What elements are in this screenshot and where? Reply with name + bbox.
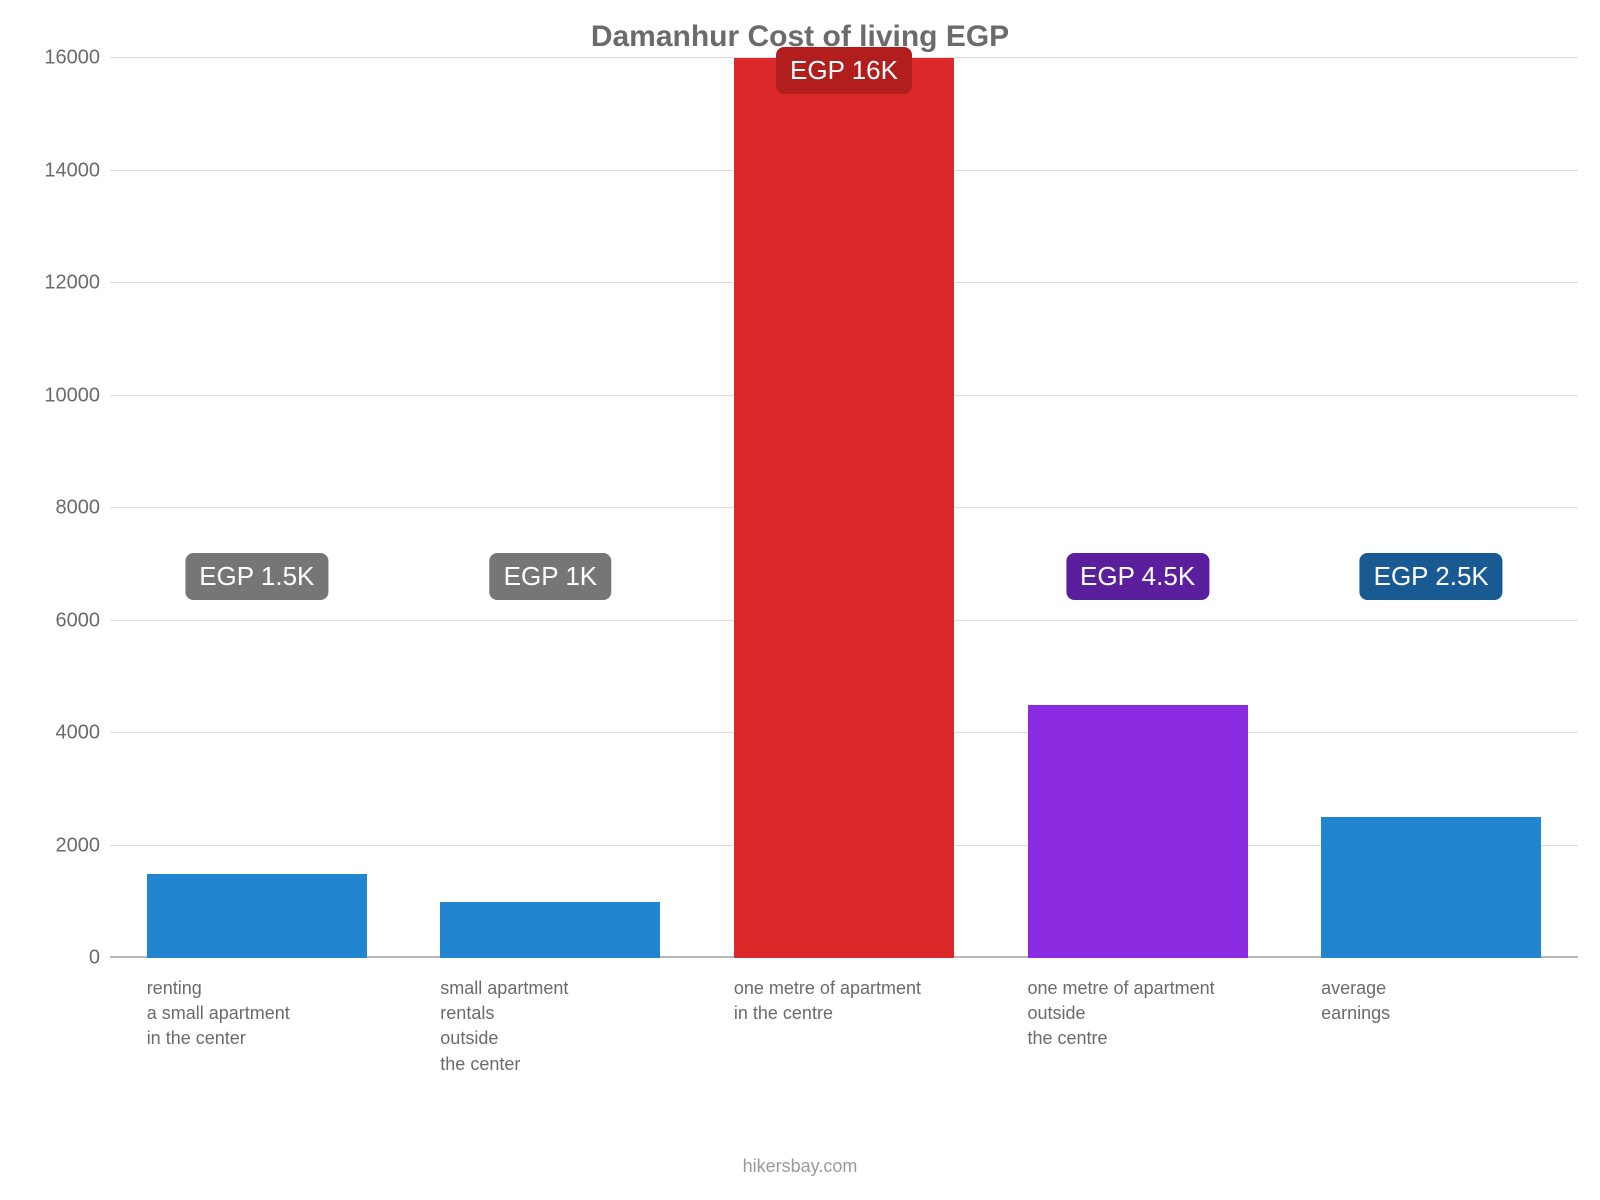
attribution-text: hikersbay.com bbox=[0, 1156, 1600, 1177]
plot-area: 0200040006000800010000120001400016000EGP… bbox=[110, 58, 1578, 958]
x-axis-tick-label: one metre of apartment outside the centr… bbox=[1028, 958, 1288, 1052]
bar-value-badge: EGP 1.5K bbox=[185, 553, 328, 600]
chart-bar bbox=[440, 902, 660, 958]
x-axis-tick-label: small apartment rentals outside the cent… bbox=[440, 958, 700, 1077]
chart-stage: Damanhur Cost of living EGP 020004000600… bbox=[0, 0, 1600, 1200]
bar-value-badge: EGP 16K bbox=[776, 47, 912, 94]
x-axis-tick-label: one metre of apartment in the centre bbox=[734, 958, 994, 1026]
y-axis-tick-label: 16000 bbox=[44, 47, 110, 70]
y-axis-tick-label: 6000 bbox=[56, 609, 111, 632]
y-axis-tick-label: 8000 bbox=[56, 497, 111, 520]
bar-value-badge: EGP 2.5K bbox=[1360, 553, 1503, 600]
y-axis-tick-label: 10000 bbox=[44, 384, 110, 407]
chart-bar bbox=[1028, 705, 1248, 958]
bar-value-badge: EGP 1K bbox=[490, 553, 611, 600]
y-axis-tick-label: 0 bbox=[89, 947, 110, 970]
y-axis-tick-label: 14000 bbox=[44, 159, 110, 182]
bar-value-badge: EGP 4.5K bbox=[1066, 553, 1209, 600]
chart-bar bbox=[147, 874, 367, 958]
y-axis-tick-label: 4000 bbox=[56, 722, 111, 745]
x-axis-tick-label: renting a small apartment in the center bbox=[147, 958, 407, 1052]
chart-bar bbox=[734, 58, 954, 958]
x-axis-tick-label: average earnings bbox=[1321, 958, 1581, 1026]
y-axis-tick-label: 2000 bbox=[56, 834, 111, 857]
y-axis-tick-label: 12000 bbox=[44, 272, 110, 295]
chart-bar bbox=[1321, 817, 1541, 958]
